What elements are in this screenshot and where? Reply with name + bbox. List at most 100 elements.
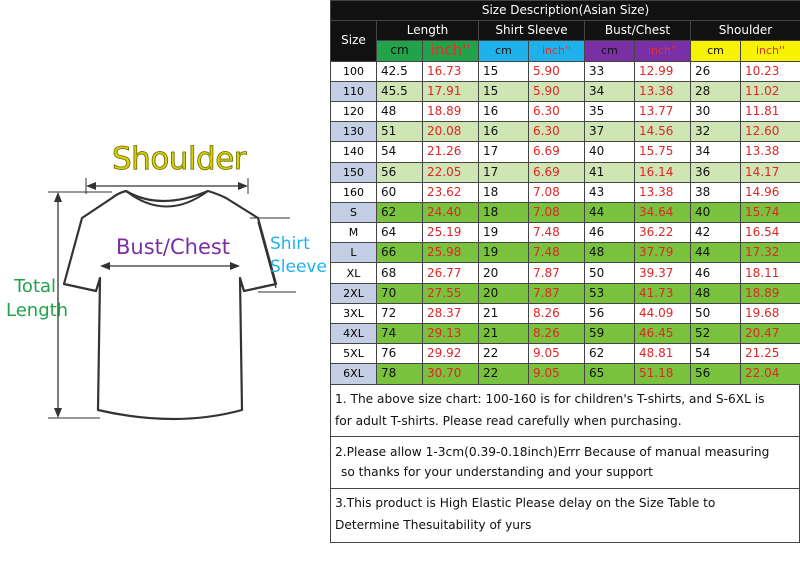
inch-value-cell: 25.19	[423, 223, 479, 243]
cm-value-cell: 53	[585, 283, 635, 303]
cm-value-cell: 68	[377, 263, 423, 283]
inch-value-cell: 39.37	[635, 263, 691, 283]
total-length-label-line1: Total	[14, 276, 56, 297]
inch-value-cell: 25.98	[423, 243, 479, 263]
cm-value-cell: 78	[377, 364, 423, 384]
note-1-line-2: for adult T-shirts. Please read carefull…	[335, 410, 795, 432]
size-cell: 3XL	[331, 303, 377, 323]
inch-value-cell: 28.37	[423, 303, 479, 323]
cm-value-cell: 64	[377, 223, 423, 243]
cm-value-cell: 48	[691, 283, 741, 303]
cm-value-cell: 50	[585, 263, 635, 283]
inch-value-cell: 14.56	[635, 122, 691, 142]
size-chart: Size Description(Asian Size) Size Length…	[330, 0, 800, 543]
inch-value-cell: 18.89	[423, 101, 479, 121]
cm-value-cell: 19	[479, 243, 529, 263]
tshirt-diagram: Shoulder Bust/Chest Shirt Sleeve Total L…	[0, 0, 330, 575]
cm-value-cell: 34	[585, 81, 635, 101]
unit-row: cm inch'' cm inch'' cm inch'' cm inch''	[331, 41, 800, 61]
cm-value-cell: 65	[585, 364, 635, 384]
cm-value-cell: 30	[691, 101, 741, 121]
size-cell: 6XL	[331, 364, 377, 384]
inch-value-cell: 34.64	[635, 202, 691, 222]
cm-value-cell: 42	[691, 223, 741, 243]
inch-value-cell: 9.05	[529, 364, 585, 384]
inch-value-cell: 13.38	[741, 142, 800, 162]
size-cell: 5XL	[331, 344, 377, 364]
table-title: Size Description(Asian Size)	[331, 1, 800, 21]
inch-value-cell: 46.45	[635, 324, 691, 344]
inch-value-cell: 18.11	[741, 263, 800, 283]
cm-value-cell: 18	[479, 182, 529, 202]
inch-value-cell: 30.70	[423, 364, 479, 384]
inch-value-cell: 13.77	[635, 101, 691, 121]
inch-value-cell: 8.26	[529, 303, 585, 323]
inch-value-cell: 10.23	[741, 61, 800, 81]
inch-value-cell: 7.87	[529, 263, 585, 283]
cm-value-cell: 48	[585, 243, 635, 263]
cm-value-cell: 74	[377, 324, 423, 344]
unit-cm: cm	[585, 41, 635, 61]
cm-value-cell: 17	[479, 162, 529, 182]
tshirt-outline	[64, 191, 276, 419]
size-cell: 2XL	[331, 283, 377, 303]
inch-value-cell: 7.08	[529, 202, 585, 222]
cm-value-cell: 44	[691, 243, 741, 263]
cm-value-cell: 26	[691, 61, 741, 81]
cm-value-cell: 54	[377, 142, 423, 162]
cm-value-cell: 40	[691, 202, 741, 222]
inch-value-cell: 9.05	[529, 344, 585, 364]
inch-value-cell: 17.32	[741, 243, 800, 263]
cm-value-cell: 72	[377, 303, 423, 323]
size-cell: XL	[331, 263, 377, 283]
inch-value-cell: 11.02	[741, 81, 800, 101]
size-column-header: Size	[331, 21, 377, 61]
size-cell: 120	[331, 101, 377, 121]
note-3: 3.This product is High Elastic Please de…	[330, 489, 800, 543]
note-2: 2.Please allow 1-3cm(0.39-0.18inch)Errr …	[330, 437, 800, 489]
shoulder-label: Shoulder	[112, 141, 246, 177]
inch-value-cell: 7.48	[529, 243, 585, 263]
inch-value-cell: 19.68	[741, 303, 800, 323]
inch-value-cell: 7.48	[529, 223, 585, 243]
cm-value-cell: 66	[377, 243, 423, 263]
size-cell: L	[331, 243, 377, 263]
sleeve-label-line2: Sleeve	[270, 257, 327, 277]
inch-value-cell: 6.69	[529, 162, 585, 182]
inch-value-cell: 7.08	[529, 182, 585, 202]
bust-chest-header: Bust/Chest	[585, 21, 691, 41]
cm-value-cell: 56	[377, 162, 423, 182]
inch-value-cell: 8.26	[529, 324, 585, 344]
inch-value-cell: 13.38	[635, 182, 691, 202]
inch-value-cell: 17.91	[423, 81, 479, 101]
cm-value-cell: 21	[479, 303, 529, 323]
cm-value-cell: 20	[479, 283, 529, 303]
size-cell: M	[331, 223, 377, 243]
inch-value-cell: 20.08	[423, 122, 479, 142]
cm-value-cell: 22	[479, 344, 529, 364]
cm-value-cell: 56	[691, 364, 741, 384]
cm-value-cell: 44	[585, 202, 635, 222]
cm-value-cell: 33	[585, 61, 635, 81]
inch-value-cell: 16.14	[635, 162, 691, 182]
cm-value-cell: 42.5	[377, 61, 423, 81]
cm-value-cell: 16	[479, 101, 529, 121]
cm-value-cell: 45.5	[377, 81, 423, 101]
cm-value-cell: 38	[691, 182, 741, 202]
cm-value-cell: 51	[377, 122, 423, 142]
note-1-line-1: 1. The above size chart: 100-160 is for …	[335, 388, 795, 410]
cm-value-cell: 62	[377, 202, 423, 222]
size-cell: 4XL	[331, 324, 377, 344]
